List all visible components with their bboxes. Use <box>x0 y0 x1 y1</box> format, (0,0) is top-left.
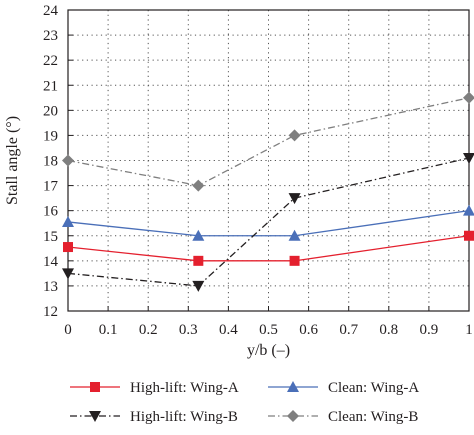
series-line <box>67 157 470 287</box>
data-point <box>62 154 74 167</box>
y-tick-label: 21 <box>43 78 58 94</box>
data-point <box>464 230 474 241</box>
legend: High-lift: Wing-A Clean: Wing-A High-lift:… <box>70 380 419 425</box>
data-point <box>463 91 474 104</box>
x-tick-label: 0.2 <box>139 322 158 338</box>
grid <box>68 10 469 311</box>
legend-item: High-lift: Wing-A <box>70 380 239 396</box>
legend-marker <box>89 411 101 422</box>
series-4 <box>62 91 474 192</box>
x-tick-label: 0.9 <box>420 322 439 338</box>
data-point <box>62 215 74 227</box>
legend-item: High-lift: Wing-B <box>70 409 238 425</box>
legend-item: Clean: Wing-A <box>268 380 419 396</box>
data-point <box>192 229 205 241</box>
tick-labels: 0 0.1 0.2 0.3 0.4 0.5 0.6 0.7 0.8 0.9 1 12 13 14 15 16 1… <box>43 3 473 338</box>
x-tick-label: 0.8 <box>379 322 398 338</box>
x-tick-label: 0 <box>64 322 72 338</box>
series-layer <box>62 91 474 292</box>
x-tick-label: 0.5 <box>259 322 278 338</box>
legend-marker <box>287 381 299 392</box>
data-point <box>192 280 205 292</box>
legend-label: High-lift: Wing-A <box>130 380 239 396</box>
data-point <box>192 179 205 192</box>
x-tick-label: 0.6 <box>299 322 318 338</box>
legend-label: Clean: Wing-B <box>328 409 418 425</box>
series-1 <box>63 230 474 266</box>
legend-marker <box>287 410 299 422</box>
x-tick-label: 0.3 <box>179 322 198 338</box>
y-tick-label: 16 <box>43 204 59 220</box>
data-point <box>463 204 474 216</box>
legend-label: High-lift: Wing-B <box>130 409 238 425</box>
legend-item: Clean: Wing-B <box>268 409 418 425</box>
x-tick-label: 1 <box>465 322 473 338</box>
y-tick-label: 19 <box>43 128 58 144</box>
y-tick-label: 24 <box>43 3 59 19</box>
data-point <box>63 242 73 253</box>
x-axis-label: y/b (–) <box>247 342 290 359</box>
series-line <box>67 235 470 262</box>
x-tick-label: 0.1 <box>99 322 118 338</box>
x-tick-label: 0.4 <box>219 322 238 338</box>
data-point <box>288 193 301 205</box>
x-tick-label: 0.7 <box>339 322 358 338</box>
legend-label: Clean: Wing-A <box>328 380 419 396</box>
series-3 <box>62 152 474 292</box>
series-line <box>67 210 470 237</box>
y-tick-label: 22 <box>43 53 58 69</box>
data-point <box>288 229 301 241</box>
y-tick-label: 14 <box>43 254 59 270</box>
data-point <box>193 255 204 266</box>
y-tick-label: 15 <box>43 229 58 245</box>
y-tick-label: 18 <box>43 154 58 170</box>
y-tick-label: 20 <box>43 103 58 119</box>
y-tick-label: 23 <box>43 28 58 44</box>
data-point <box>62 268 74 280</box>
data-point <box>463 152 474 164</box>
data-point <box>288 129 301 142</box>
y-axis-label: Stall angle (°) <box>4 116 21 205</box>
series-line <box>67 97 470 187</box>
data-point <box>289 255 300 266</box>
y-tick-label: 13 <box>43 279 58 295</box>
y-tick-label: 12 <box>43 304 58 320</box>
y-tick-label: 17 <box>43 179 59 195</box>
legend-marker <box>90 382 100 392</box>
series-2 <box>62 204 474 241</box>
